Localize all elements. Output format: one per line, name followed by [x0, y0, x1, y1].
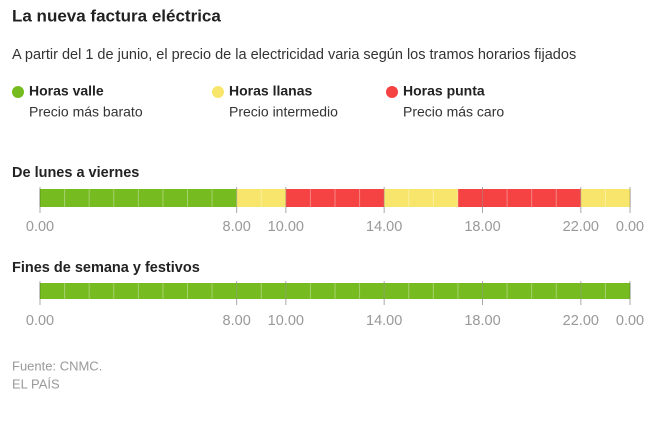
x-tick-label: 18.00 — [464, 219, 500, 235]
x-tick-label: 22.00 — [563, 313, 599, 329]
x-tick-label: 10.00 — [268, 219, 304, 235]
source: Fuente: CNMC. — [12, 358, 102, 373]
legend-description: Precio más caro — [403, 104, 504, 120]
chart-title: La nueva factura eléctrica — [12, 6, 221, 25]
legend-name: Horas valle — [29, 83, 104, 99]
legend-description: Precio intermedio — [229, 104, 338, 120]
x-tick-label: 14.00 — [366, 219, 402, 235]
row-title: Fines de semana y festivos — [12, 260, 200, 276]
x-tick-label: 14.00 — [366, 313, 402, 329]
x-tick-label: 0.00 — [26, 313, 54, 329]
x-tick-label: 8.00 — [223, 313, 251, 329]
legend-swatch — [386, 86, 398, 98]
legend-name: Horas llanas — [229, 83, 312, 99]
segment — [580, 189, 630, 207]
x-tick-label: 8.00 — [223, 219, 251, 235]
x-tick-label: 0.00 — [616, 219, 644, 235]
chart-subtitle: A partir del 1 de junio, el precio de la… — [12, 47, 576, 63]
segment — [40, 189, 237, 207]
x-tick-label: 18.00 — [464, 313, 500, 329]
legend-swatch — [212, 86, 224, 98]
x-tick-label: 10.00 — [268, 313, 304, 329]
credit: EL PAÍS — [12, 376, 60, 391]
segment — [285, 189, 385, 207]
segment — [384, 189, 458, 207]
legend-swatch — [12, 86, 24, 98]
segment — [236, 189, 286, 207]
x-tick-label: 0.00 — [616, 313, 644, 329]
x-tick-label: 22.00 — [563, 219, 599, 235]
legend-name: Horas punta — [403, 83, 485, 99]
segment — [457, 189, 581, 207]
x-tick-label: 0.00 — [26, 219, 54, 235]
legend-description: Precio más barato — [29, 104, 143, 120]
segment — [40, 283, 630, 299]
row-title: De lunes a viernes — [12, 165, 139, 181]
